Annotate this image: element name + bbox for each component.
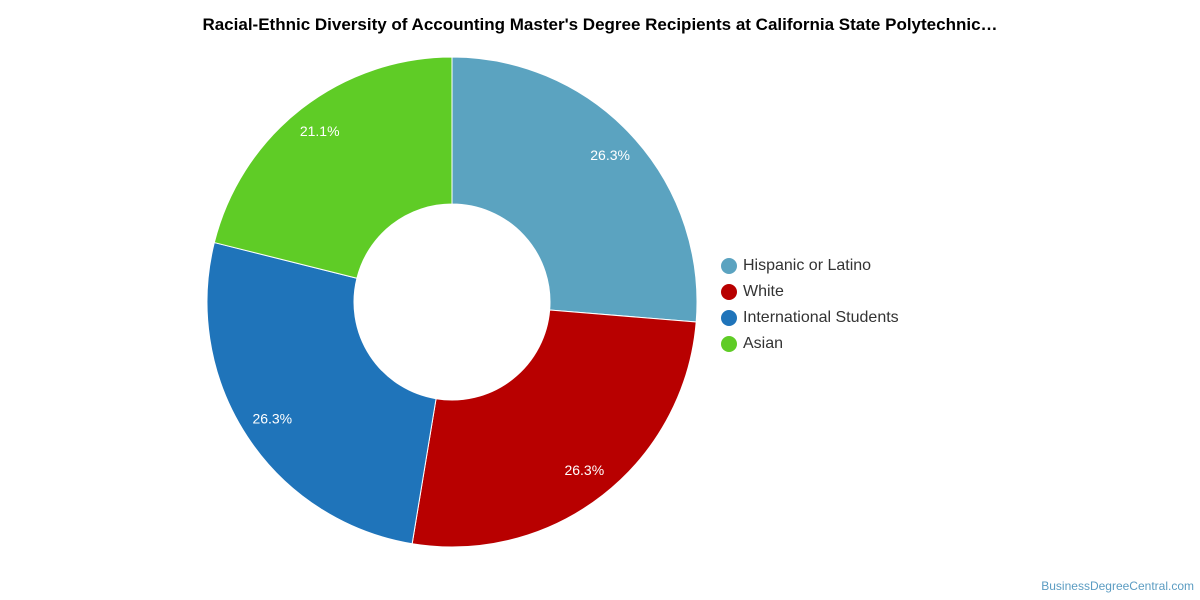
legend-label-asian: Asian bbox=[743, 335, 784, 352]
chart-title: Racial-Ethnic Diversity of Accounting Ma… bbox=[202, 15, 998, 34]
legend-swatch-international bbox=[721, 310, 737, 326]
slice-label-white: 26.3% bbox=[564, 462, 604, 478]
watermark-link[interactable]: BusinessDegreeCentral.com bbox=[1041, 579, 1194, 593]
legend-item-asian[interactable]: Asian bbox=[721, 331, 899, 357]
slice-asian[interactable] bbox=[213, 56, 453, 279]
slice-white[interactable] bbox=[411, 309, 697, 548]
legend-swatch-asian bbox=[721, 336, 737, 352]
slice-international[interactable] bbox=[206, 241, 437, 545]
legend-label-hispanic: Hispanic or Latino bbox=[743, 257, 872, 274]
legend-swatch-hispanic bbox=[721, 258, 737, 274]
slice-label-hispanic: 26.3% bbox=[590, 147, 630, 163]
slice-label-international: 26.3% bbox=[252, 411, 292, 427]
legend-swatch-white bbox=[721, 284, 737, 300]
legend-item-hispanic[interactable]: Hispanic or Latino bbox=[721, 253, 899, 279]
legend-item-international[interactable]: International Students bbox=[721, 305, 899, 331]
legend-label-white: White bbox=[743, 283, 784, 300]
slice-hispanic[interactable] bbox=[451, 56, 698, 323]
chart-legend: Hispanic or Latino White International S… bbox=[721, 253, 899, 357]
legend-item-white[interactable]: White bbox=[721, 279, 899, 305]
slice-label-asian: 21.1% bbox=[300, 123, 340, 139]
legend-label-international: International Students bbox=[743, 309, 899, 326]
